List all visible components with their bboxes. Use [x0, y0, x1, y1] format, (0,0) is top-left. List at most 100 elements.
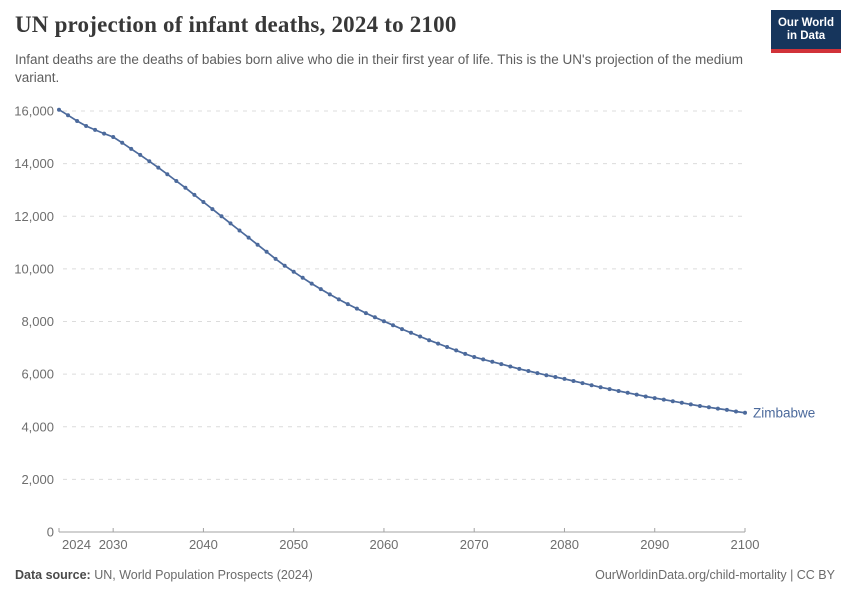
y-tick-label: 12,000 [14, 209, 54, 224]
data-point[interactable] [300, 275, 305, 280]
data-point[interactable] [499, 362, 504, 367]
data-point[interactable] [571, 379, 576, 383]
data-point[interactable] [372, 315, 377, 320]
data-point[interactable] [282, 263, 287, 268]
data-point[interactable] [598, 385, 603, 390]
data-point[interactable] [616, 389, 621, 393]
data-point[interactable] [66, 113, 70, 118]
x-tick-label: 2070 [460, 537, 489, 552]
data-point[interactable] [264, 249, 269, 254]
data-point[interactable] [111, 135, 116, 139]
data-point[interactable] [246, 235, 251, 240]
data-point[interactable] [580, 381, 585, 386]
data-point[interactable] [454, 348, 459, 353]
data-point[interactable] [418, 334, 423, 339]
page-footer: Data source: UN, World Population Prospe… [15, 568, 835, 582]
data-point[interactable] [93, 127, 98, 132]
data-point[interactable] [517, 366, 522, 371]
data-point[interactable] [688, 402, 693, 407]
data-point[interactable] [75, 119, 80, 123]
data-point[interactable] [652, 396, 657, 401]
data-source-label: Data source: [15, 568, 91, 582]
data-point[interactable] [336, 297, 341, 302]
data-point[interactable] [607, 387, 612, 392]
data-point[interactable] [84, 124, 89, 128]
x-tick-label: 2080 [550, 537, 579, 552]
data-point[interactable] [228, 221, 233, 226]
y-tick-label: 2,000 [21, 472, 54, 487]
line-chart[interactable]: 0 2,000 4,000 6,000 8,000 10,000 12,000 14,000 1… [0, 95, 850, 565]
data-point[interactable] [526, 369, 531, 373]
data-point[interactable] [472, 355, 477, 359]
data-point[interactable] [237, 228, 242, 233]
data-point[interactable] [255, 242, 260, 247]
x-tick-label: 2024 [62, 537, 91, 552]
data-point[interactable] [210, 207, 215, 212]
data-point[interactable] [544, 373, 549, 378]
owid-logo-line1: Our World [777, 16, 834, 29]
data-point[interactable] [535, 371, 540, 376]
data-point[interactable] [734, 409, 738, 414]
data-point[interactable] [553, 375, 558, 379]
data-point[interactable] [697, 404, 702, 408]
data-point[interactable] [427, 338, 432, 343]
data-point[interactable] [625, 390, 630, 395]
data-point[interactable] [102, 131, 107, 136]
y-tick-label: 14,000 [14, 156, 54, 171]
data-point[interactable] [634, 392, 639, 397]
data-point[interactable] [445, 345, 450, 349]
data-point[interactable] [508, 364, 513, 369]
data-point[interactable] [743, 410, 747, 415]
y-tick-label: 4,000 [21, 419, 54, 434]
data-point[interactable] [724, 407, 729, 412]
data-point[interactable] [327, 292, 332, 297]
data-point[interactable] [481, 357, 486, 362]
data-point[interactable] [129, 146, 134, 151]
data-point[interactable] [363, 311, 368, 316]
data-point[interactable] [381, 319, 386, 324]
data-point[interactable] [219, 214, 224, 219]
data-point[interactable] [273, 256, 278, 261]
data-point[interactable] [463, 351, 468, 356]
chart-svg[interactable]: 0 2,000 4,000 6,000 8,000 10,000 12,000 14,000 1… [0, 95, 850, 565]
data-point[interactable] [706, 405, 711, 410]
data-point[interactable] [345, 302, 350, 307]
credit-link[interactable]: OurWorldinData.org/child-mortality | CC … [595, 568, 835, 582]
data-point[interactable] [174, 179, 179, 183]
y-tick-label: 0 [47, 525, 54, 540]
data-point[interactable] [138, 152, 143, 157]
owid-logo-line2: in Data [786, 29, 826, 42]
data-point[interactable] [589, 383, 594, 388]
data-point[interactable] [562, 376, 567, 381]
data-point[interactable] [309, 281, 314, 286]
data-point[interactable] [679, 400, 684, 405]
series-line-zimbabwe[interactable] [58, 108, 746, 414]
data-point[interactable] [715, 406, 720, 411]
data-point[interactable] [291, 269, 296, 274]
owid-logo[interactable]: Our World in Data [771, 10, 841, 53]
data-source: Data source: UN, World Population Prospe… [15, 568, 313, 582]
data-point[interactable] [436, 341, 441, 346]
data-point[interactable] [156, 165, 161, 170]
data-point[interactable] [147, 159, 152, 164]
data-point[interactable] [183, 185, 188, 190]
data-point[interactable] [400, 327, 404, 332]
data-point[interactable] [120, 140, 125, 145]
data-point[interactable] [201, 200, 206, 204]
entity-label-zimbabwe[interactable]: Zimbabwe [753, 405, 815, 420]
data-point[interactable] [165, 172, 170, 177]
data-point[interactable] [192, 192, 197, 197]
data-point[interactable] [354, 306, 359, 311]
data-source-text: UN, World Population Prospects (2024) [94, 568, 313, 582]
data-point[interactable] [318, 287, 323, 292]
data-point[interactable] [643, 394, 648, 399]
data-point[interactable] [409, 330, 413, 335]
data-point[interactable] [670, 399, 675, 404]
owid-logo-box: Our World in Data [771, 10, 841, 49]
data-point[interactable] [490, 359, 495, 364]
data-point[interactable] [57, 107, 61, 112]
y-tick-label: 16,000 [14, 104, 54, 119]
data-point[interactable] [391, 323, 395, 328]
data-point[interactable] [661, 397, 666, 402]
